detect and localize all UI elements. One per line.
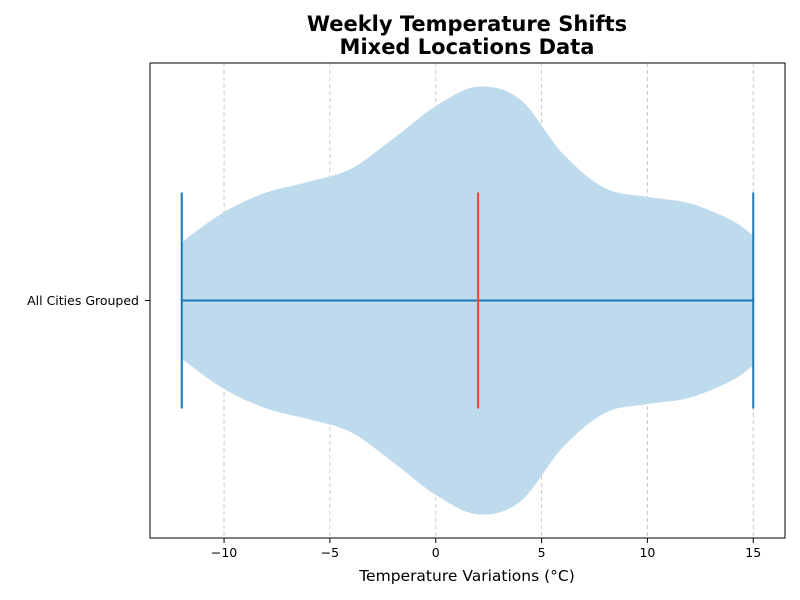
- x-tick-label-1: −5: [321, 545, 339, 560]
- y-axis-ticks: All Cities Grouped: [27, 293, 150, 308]
- category-label-0: All Cities Grouped: [27, 293, 139, 308]
- x-tick-label-4: 10: [639, 545, 655, 560]
- x-tick-label-2: 0: [432, 545, 440, 560]
- x-tick-label-0: −10: [211, 545, 237, 560]
- x-tick-label-5: 15: [745, 545, 761, 560]
- chart-title-line-2: Mixed Locations Data: [340, 35, 595, 59]
- chart-title-line-1: Weekly Temperature Shifts: [307, 12, 627, 36]
- x-tick-label-3: 5: [538, 545, 546, 560]
- x-axis-ticks: −10 −5 0 5 10 15: [211, 538, 761, 560]
- stat-lines: [180, 192, 755, 409]
- x-axis-label: Temperature Variations (°C): [358, 567, 575, 585]
